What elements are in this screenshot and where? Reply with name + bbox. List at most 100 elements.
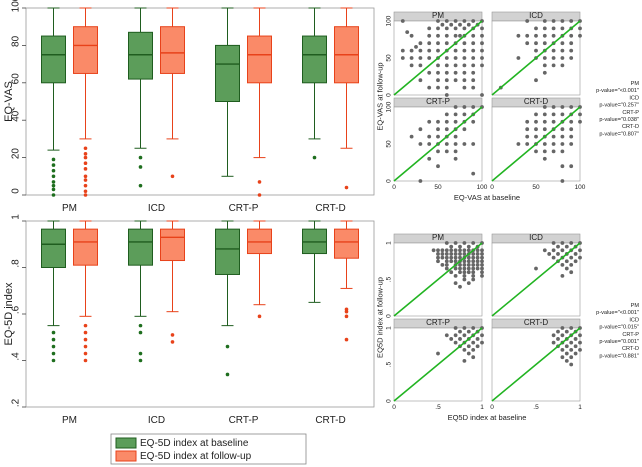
data-point bbox=[569, 263, 574, 267]
data-point bbox=[436, 164, 440, 169]
x-axis: PM ICD CRT-P CRT-D bbox=[62, 415, 346, 426]
data-point bbox=[471, 48, 476, 53]
data-point bbox=[471, 277, 476, 282]
data-point bbox=[569, 134, 574, 139]
data-point bbox=[453, 33, 458, 38]
data-point bbox=[471, 105, 476, 109]
data-point bbox=[444, 33, 449, 38]
data-point bbox=[542, 33, 547, 38]
data-point bbox=[534, 119, 538, 124]
data-point bbox=[462, 270, 467, 275]
data-point bbox=[471, 19, 476, 23]
data-point bbox=[560, 56, 565, 60]
data-point bbox=[471, 56, 476, 60]
data-point bbox=[569, 164, 574, 169]
x-tick-label: .5 bbox=[435, 404, 441, 411]
data-point bbox=[436, 248, 440, 253]
legend: EQ-5D index at baseline EQ-5D index at fo… bbox=[110, 433, 307, 465]
data-point bbox=[449, 259, 454, 264]
data-point bbox=[556, 252, 560, 256]
outlier-point bbox=[225, 344, 230, 349]
pvalue-line: p-value="0.881" bbox=[599, 353, 639, 359]
box-iqr bbox=[215, 44, 240, 102]
data-point bbox=[471, 241, 476, 245]
data-point bbox=[551, 142, 556, 146]
pvalue-line: p-value="0.015" bbox=[599, 325, 639, 331]
data-point bbox=[466, 329, 471, 334]
data-point bbox=[551, 149, 556, 154]
outlier-point bbox=[312, 155, 317, 160]
facet-crt-d: CRT-D 0 .5 1 bbox=[490, 318, 582, 411]
box-iqr bbox=[73, 26, 98, 74]
y-tick-label: .5 bbox=[386, 361, 393, 367]
y-axis: 0 20 40 60 80 100 bbox=[11, 0, 26, 196]
data-point bbox=[525, 119, 530, 124]
data-point bbox=[458, 329, 462, 334]
data-point bbox=[436, 127, 440, 132]
facet-title: CRT-P bbox=[426, 318, 450, 327]
fit-line bbox=[393, 242, 483, 317]
data-point bbox=[462, 127, 467, 132]
data-point bbox=[444, 142, 449, 146]
fit-line bbox=[393, 106, 483, 182]
data-point bbox=[449, 337, 454, 341]
data-point bbox=[449, 252, 454, 256]
data-point bbox=[436, 85, 440, 90]
data-point bbox=[444, 19, 449, 23]
y-tick-label: 50 bbox=[386, 54, 393, 62]
outlier-point bbox=[51, 157, 56, 162]
data-point bbox=[444, 78, 449, 83]
pvalue-line: CRT-P bbox=[622, 110, 639, 116]
data-point bbox=[409, 33, 414, 38]
data-point bbox=[409, 63, 414, 68]
box-followup bbox=[334, 220, 359, 342]
box-iqr bbox=[215, 228, 240, 275]
pvalue-line: ICD bbox=[629, 95, 639, 101]
y-axis-label: EQ-VAS at follow-up bbox=[376, 62, 385, 130]
box-baseline bbox=[41, 7, 66, 197]
data-point bbox=[471, 348, 476, 352]
data-point bbox=[453, 273, 458, 278]
data-point bbox=[466, 255, 471, 260]
data-point bbox=[462, 358, 467, 363]
data-point bbox=[560, 105, 565, 109]
data-point bbox=[560, 273, 565, 278]
facet-title: CRT-D bbox=[524, 318, 549, 327]
legend-swatch-baseline bbox=[115, 437, 137, 449]
facet-title: ICD bbox=[529, 233, 543, 242]
data-point bbox=[466, 22, 471, 27]
data-point bbox=[427, 56, 432, 60]
data-point bbox=[578, 112, 582, 117]
box-followup bbox=[160, 7, 185, 179]
data-point bbox=[471, 273, 476, 278]
data-point bbox=[525, 134, 530, 139]
boxplot-panel-0: 0 20 40 60 80 100 EQ-VAS PM ICD CRT-P CRT-D bbox=[3, 0, 375, 214]
data-point bbox=[560, 41, 565, 46]
box-iqr bbox=[334, 228, 359, 259]
data-point bbox=[436, 149, 440, 154]
outlier-point bbox=[138, 330, 143, 335]
data-point bbox=[578, 33, 582, 38]
data-point bbox=[534, 127, 538, 132]
data-point bbox=[427, 156, 432, 161]
outlier-point bbox=[138, 351, 143, 356]
data-point bbox=[466, 281, 471, 286]
data-point bbox=[453, 56, 458, 60]
data-point bbox=[436, 41, 440, 46]
data-point bbox=[418, 78, 423, 83]
pvalue-note: PMp-value="<0.001"ICDp-value="0.015"CRT-… bbox=[596, 303, 639, 359]
data-point bbox=[427, 142, 432, 146]
data-point bbox=[458, 255, 462, 260]
data-point bbox=[480, 255, 484, 260]
y-tick-label: .2 bbox=[11, 398, 22, 407]
outlier-point bbox=[170, 340, 175, 344]
box-iqr bbox=[160, 26, 185, 74]
data-point bbox=[440, 252, 445, 256]
outlier-point bbox=[83, 330, 88, 335]
data-point bbox=[480, 273, 484, 278]
data-point bbox=[564, 329, 569, 334]
pvalue-line: CRT-P bbox=[622, 332, 639, 338]
data-point bbox=[458, 270, 462, 275]
y-axis: .2 .4 .6 .8 1 bbox=[11, 214, 26, 408]
data-point bbox=[573, 337, 578, 341]
